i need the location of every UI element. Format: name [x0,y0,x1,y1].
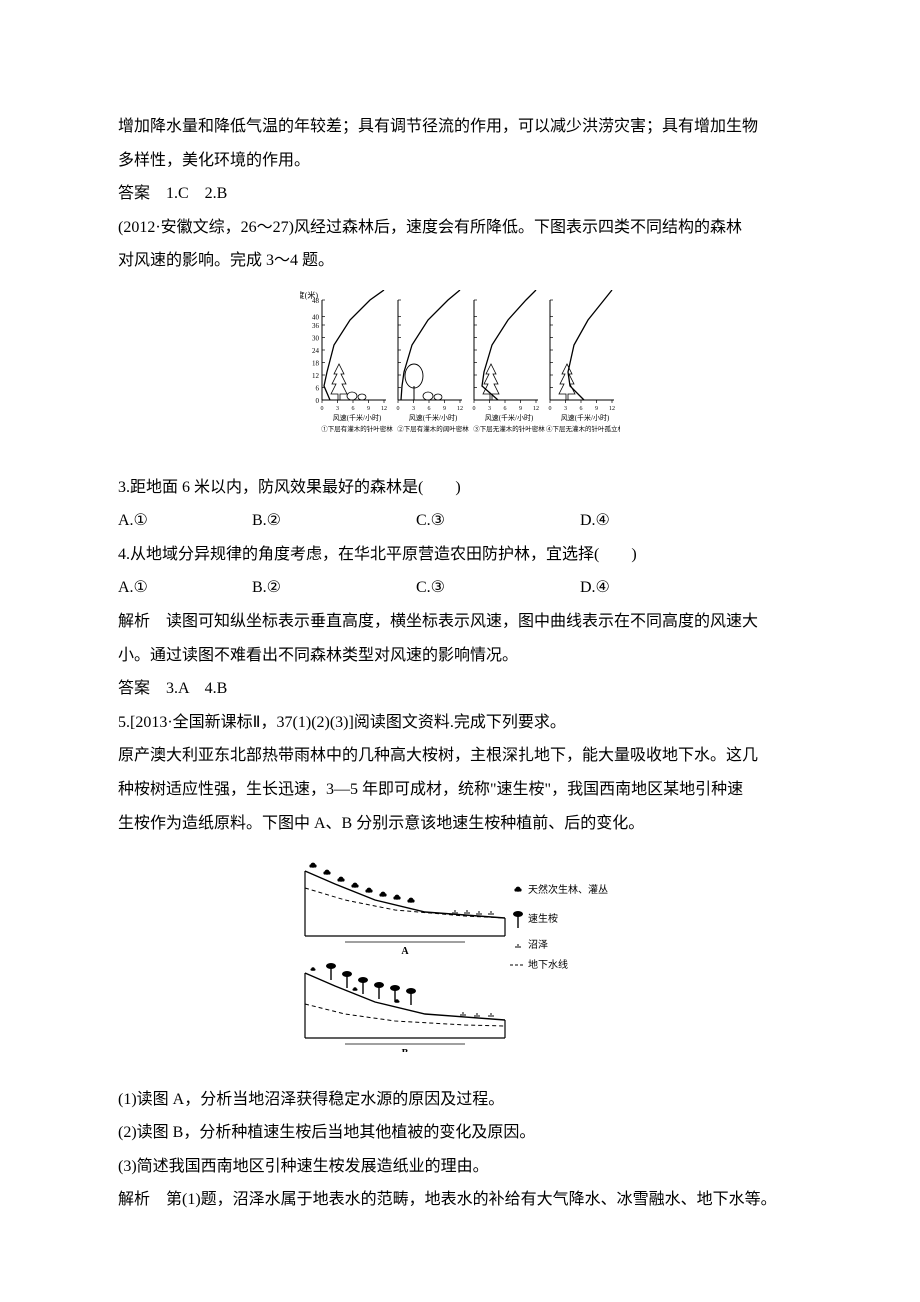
svg-text:3: 3 [488,406,491,412]
svg-text:9: 9 [443,406,446,412]
svg-text:风速(千米/小时): 风速(千米/小时) [409,413,458,422]
svg-text:6: 6 [352,406,355,412]
svg-text:6: 6 [580,406,583,412]
svg-text:40: 40 [312,314,320,322]
svg-text:3: 3 [564,406,567,412]
option-a: A.① [118,571,248,605]
svg-text:A: A [401,946,409,957]
option-row: A.① B.② C.③ D.④ [118,504,802,538]
svg-text:③下层无灌木的针叶密林: ③下层无灌木的针叶密林 [473,424,545,433]
option-d: D.④ [580,504,610,538]
option-c: C.③ [416,571,576,605]
svg-text:B: B [402,1048,409,1052]
svg-text:6: 6 [504,406,507,412]
svg-text:3: 3 [412,406,415,412]
paragraph-text: 对风速的影响。完成 3～4 题。 [118,244,802,278]
paragraph-text: (2012·安徽文综，26～27)风经过森林后，速度会有所降低。下图表示四类不同… [118,211,802,245]
svg-text:6: 6 [428,406,431,412]
option-b: B.② [252,571,412,605]
question-stem: 3.距地面 6 米以内，防风效果最好的森林是( ) [118,471,802,505]
svg-text:48: 48 [312,297,320,305]
explanation-text: 解析 读图可知纵坐标表示垂直高度，横坐标表示风速，图中曲线表示在不同高度的风速大 [118,605,802,639]
question-stem: 4.从地域分异规律的角度考虑，在华北平原营造农田防护林，宜选择( ) [118,538,802,572]
svg-text:0: 0 [316,397,320,405]
svg-text:0: 0 [321,406,324,412]
svg-text:风速(千米/小时): 风速(千米/小时) [561,413,610,422]
paragraph-text: 原产澳大利亚东北部热带雨林中的几种高大桉树，主根深扎地下，能大量吸收地下水。这几 [118,739,802,773]
option-a: A.① [118,504,248,538]
svg-text:12: 12 [457,406,463,412]
svg-text:①下层有灌木的针叶密林: ①下层有灌木的针叶密林 [321,424,393,433]
svg-text:0: 0 [549,406,552,412]
svg-text:风速(千米/小时): 风速(千米/小时) [333,413,382,422]
svg-text:24: 24 [312,347,320,355]
svg-text:0: 0 [473,406,476,412]
svg-text:9: 9 [519,406,522,412]
svg-text:30: 30 [312,334,320,342]
svg-text:12: 12 [381,406,387,412]
paragraph-text: 多样性，美化环境的作用。 [118,144,802,178]
svg-text:9: 9 [595,406,598,412]
svg-text:3: 3 [336,406,339,412]
figure-forest-wind: 高度(米)4840363024181260036912风速(千米/小时)①下层有… [118,290,802,453]
sub-question: (3)简述我国西南地区引种速生桉发展造纸业的理由。 [118,1150,802,1184]
explanation-text: 解析 第(1)题，沼泽水属于地表水的范畴，地表水的补给有大气降水、冰雪融水、地下… [118,1183,802,1217]
svg-text:12: 12 [533,406,539,412]
sub-question: (1)读图 A，分析当地沼泽获得稳定水源的原因及过程。 [118,1083,802,1117]
svg-text:0: 0 [397,406,400,412]
svg-text:速生桉: 速生桉 [528,912,558,925]
document-page: 增加降水量和降低气温的年较差；具有调节径流的作用，可以减少洪涝灾害；具有增加生物… [0,0,920,1297]
option-d: D.④ [580,571,610,605]
paragraph-text: 增加降水量和降低气温的年较差；具有调节径流的作用，可以减少洪涝灾害；具有增加生物 [118,110,802,144]
paragraph-text: 生桉作为造纸原料。下图中 A、B 分别示意该地速生桉种植前、后的变化。 [118,807,802,841]
svg-text:风速(千米/小时): 风速(千米/小时) [485,413,534,422]
answer-line: 答案 3.A 4.B [118,672,802,706]
sub-question: (2)读图 B，分析种植速生桉后当地其他植被的变化及原因。 [118,1116,802,1150]
svg-text:沼泽: 沼泽 [528,938,548,951]
svg-text:②下层有灌木的阔叶密林: ②下层有灌木的阔叶密林 [397,424,469,433]
svg-text:36: 36 [312,322,320,330]
option-b: B.② [252,504,412,538]
question-stem: 5.[2013·全国新课标Ⅱ，37(1)(2)(3)]阅读图文资料.完成下列要求… [118,706,802,740]
answer-line: 答案 1.C 2.B [118,177,802,211]
svg-text:12: 12 [312,372,320,380]
svg-text:12: 12 [609,406,615,412]
svg-text:天然次生林、灌丛: 天然次生林、灌丛 [528,883,608,896]
figure-eucalyptus: A B 天然次生林、灌丛速生桉沼泽地下水线 [118,852,802,1065]
svg-text:④下层无灌木的针叶孤立林: ④下层无灌木的针叶孤立林 [546,424,620,433]
paragraph-text: 种桉树适应性强，生长迅速，3—5 年即可成材，统称"速生桉"，我国西南地区某地引… [118,773,802,807]
svg-text:6: 6 [316,384,320,392]
svg-text:地下水线: 地下水线 [528,958,568,971]
svg-text:18: 18 [312,359,320,367]
option-row: A.① B.② C.③ D.④ [118,571,802,605]
option-c: C.③ [416,504,576,538]
svg-text:9: 9 [367,406,370,412]
cross-section-diagram: A B 天然次生林、灌丛速生桉沼泽地下水线 [300,852,620,1052]
explanation-text: 小。通过读图不难看出不同森林类型对风速的影响情况。 [118,639,802,673]
chart-panels: 高度(米)4840363024181260036912风速(千米/小时)①下层有… [300,290,620,440]
